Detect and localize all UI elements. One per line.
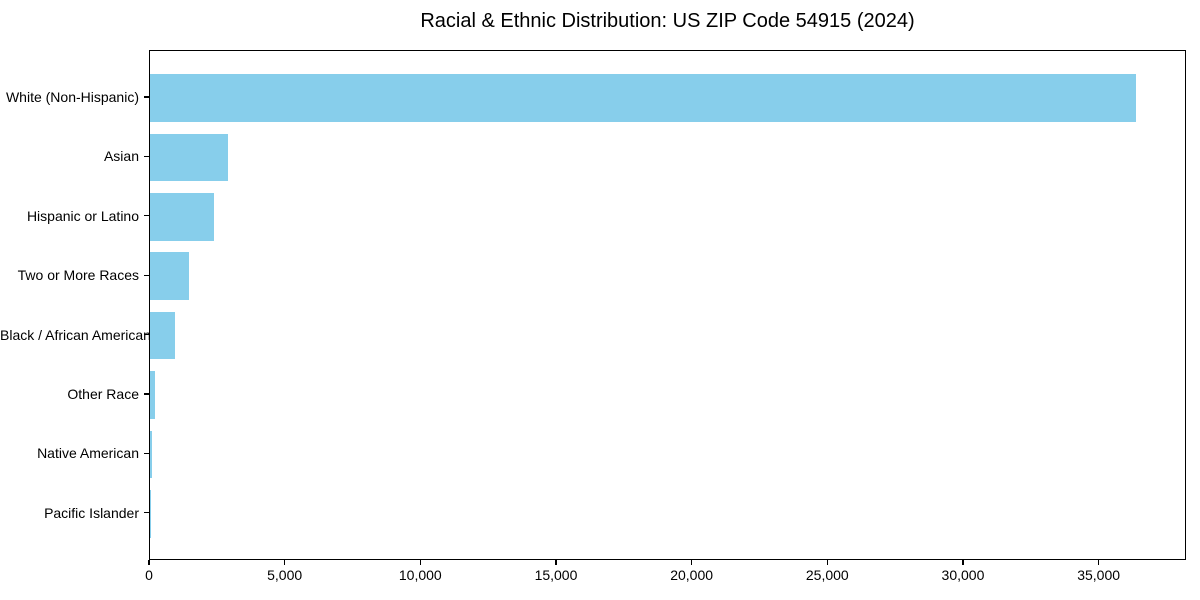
x-tick-label: 25,000 bbox=[805, 567, 849, 583]
bar bbox=[150, 74, 1136, 122]
x-tick-label: 15,000 bbox=[534, 567, 578, 583]
y-tick-mark bbox=[144, 155, 149, 158]
x-tick-label: 0 bbox=[145, 567, 153, 583]
x-tick-mark bbox=[826, 560, 828, 565]
y-tick-label: White (Non-Hispanic) bbox=[5, 89, 139, 105]
x-tick-mark bbox=[962, 560, 964, 565]
y-tick-mark bbox=[144, 512, 149, 514]
x-tick-label: 5,000 bbox=[267, 567, 303, 583]
y-tick-label: Native American bbox=[37, 445, 139, 462]
y-tick-mark bbox=[144, 96, 149, 98]
y-tick-mark bbox=[144, 333, 149, 336]
y-tick-label: Asian bbox=[103, 148, 139, 165]
y-tick-mark bbox=[144, 393, 149, 395]
bar bbox=[150, 430, 152, 479]
x-tick-mark bbox=[284, 560, 286, 565]
x-tick-label: 10,000 bbox=[398, 567, 442, 583]
x-tick-label: 20,000 bbox=[670, 567, 714, 583]
y-tick-mark bbox=[144, 274, 149, 276]
y-tick-label: Hispanic or Latino bbox=[26, 207, 139, 224]
bar bbox=[150, 252, 189, 300]
x-tick-mark bbox=[419, 560, 421, 565]
x-tick-mark bbox=[690, 560, 693, 565]
plot-area bbox=[149, 50, 1186, 560]
x-tick-mark bbox=[555, 560, 557, 565]
bar bbox=[150, 133, 228, 182]
x-tick-label: 35,000 bbox=[1077, 567, 1121, 583]
y-tick-label: Two or More Races bbox=[17, 267, 139, 284]
y-tick-label: Other Race bbox=[67, 386, 139, 402]
bar bbox=[150, 311, 176, 360]
y-tick-label: Black / African American bbox=[0, 326, 151, 343]
chart-title: Racial & Ethnic Distribution: US ZIP Cod… bbox=[420, 10, 915, 32]
y-tick-label: Pacific Islander bbox=[44, 504, 139, 521]
bar bbox=[150, 193, 214, 241]
y-tick-mark bbox=[144, 215, 149, 217]
x-tick-mark bbox=[1097, 560, 1100, 565]
bar bbox=[150, 371, 156, 419]
x-tick-mark bbox=[148, 560, 150, 565]
y-tick-mark bbox=[144, 452, 149, 455]
x-tick-label: 30,000 bbox=[941, 567, 985, 583]
